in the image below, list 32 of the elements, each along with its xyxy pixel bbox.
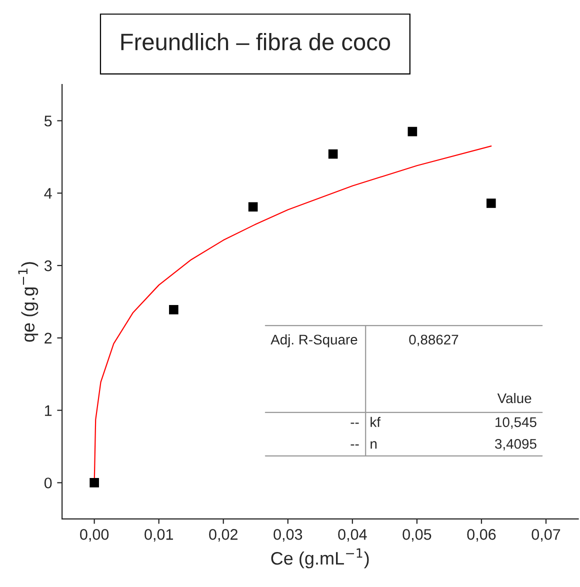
- y-tick-label: 5: [44, 116, 52, 126]
- x-tick-label: 0,04: [338, 529, 367, 542]
- annotation: --: [350, 444, 359, 446]
- annotation: 0,88627: [409, 334, 458, 346]
- annotation: kf: [370, 416, 381, 427]
- y-tick-label: 1: [45, 405, 52, 416]
- y-tick-label: 4: [44, 188, 52, 199]
- annotation: --: [350, 422, 359, 424]
- x-axis-title: Ce (g.mL$^{−1}$): [271, 548, 369, 568]
- annotation: Value: [497, 392, 532, 404]
- annotation: Adj. R-Square: [270, 334, 358, 348]
- y-axis-title: qe (g.g$^{−1}$): [18, 262, 38, 342]
- x-tick-label: 0,05: [402, 529, 432, 542]
- point: [486, 198, 496, 208]
- annotation: n: [370, 441, 377, 449]
- point: [90, 478, 99, 488]
- point: [248, 202, 258, 212]
- y-tick-label: 3: [44, 260, 52, 272]
- x-tick-label: 0,00: [80, 529, 109, 542]
- point: [328, 149, 338, 159]
- annotation: 10,545: [496, 417, 536, 429]
- point: [169, 305, 178, 314]
- x-tick-label: 0,07: [532, 529, 560, 542]
- y-tick-label: 0: [44, 478, 52, 488]
- annotation: 3,4095: [495, 438, 536, 450]
- y-tick-label: 2: [44, 332, 52, 344]
- x-tick-label: 0,01: [144, 529, 173, 542]
- x-tick-label: 0,03: [274, 529, 302, 542]
- point: [408, 126, 418, 136]
- chart-title: Freundlich – fibra de coco: [121, 33, 390, 50]
- x-tick-label: 0,06: [467, 529, 496, 542]
- x-tick-label: 0,02: [209, 529, 238, 542]
